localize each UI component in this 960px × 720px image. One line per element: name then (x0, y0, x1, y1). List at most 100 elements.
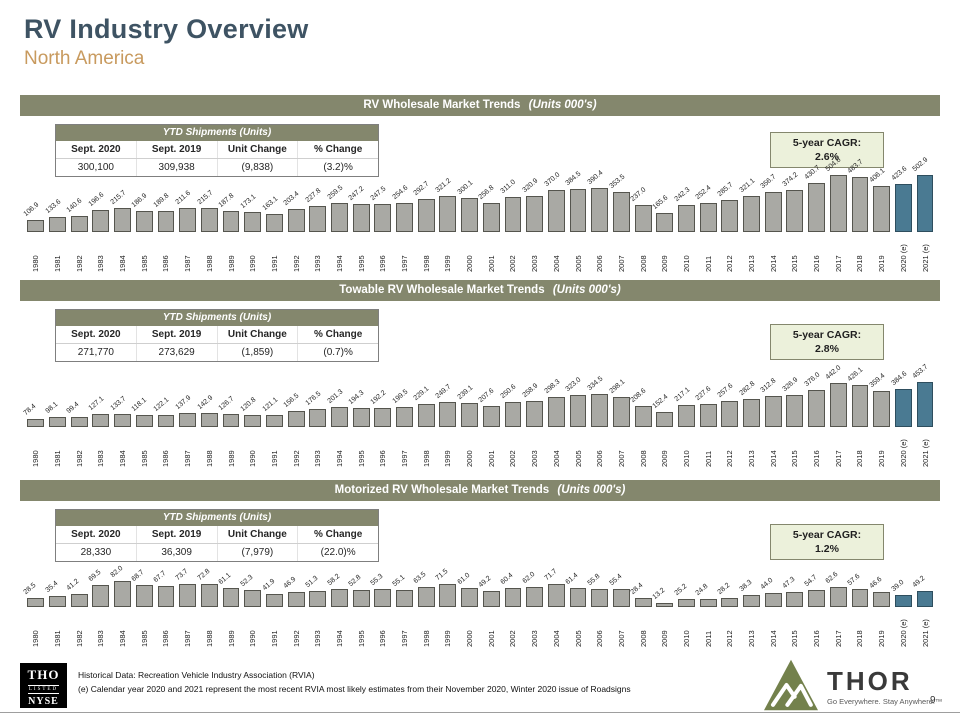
bar-value-label: 227.6 (694, 385, 713, 402)
bar (49, 596, 66, 607)
footnotes: Historical Data: Recreation Vehicle Indu… (78, 668, 631, 696)
x-axis-label: 1991 (269, 450, 279, 467)
bar-value-label: 133.6 (44, 198, 63, 215)
x-axis-label: 2005 (573, 450, 583, 467)
bar-column: 39.0 2020 (e) (890, 579, 915, 647)
x-axis-label: 1992 (291, 630, 301, 647)
x-axis-label: 2001 (486, 630, 496, 647)
bar-value-label: 72.8 (196, 567, 211, 582)
cagr-box-towable: 5-year CAGR: 2.8% (770, 324, 884, 361)
bar-value-label: 356.7 (759, 173, 778, 190)
section-motorized: Motorized RV Wholesale Market Trends (Un… (20, 480, 940, 656)
bar (721, 598, 739, 607)
x-axis-label: 2019 (877, 255, 887, 272)
table-cell: (3.2)% (297, 159, 378, 176)
bar-value-label: 384.5 (564, 170, 583, 187)
x-axis-label: 1987 (183, 450, 193, 467)
bar-column: 78.4 1980 (23, 403, 47, 467)
bar (504, 588, 522, 607)
bar (157, 586, 175, 607)
bar (200, 584, 218, 607)
bar (547, 397, 565, 427)
table-header-row: Sept. 2020 Sept. 2019 Unit Change % Chan… (56, 141, 378, 159)
x-axis-label: 1986 (161, 630, 171, 647)
bar-value-label: 258.9 (521, 382, 540, 399)
table-header-row: Sept. 2020 Sept. 2019 Unit Change % Chan… (56, 326, 378, 344)
bar-value-label: 126.7 (217, 395, 236, 412)
bar (157, 415, 175, 427)
bar (331, 407, 348, 427)
bar-column: 370.0 2004 (543, 171, 568, 272)
bar-value-label: 254.6 (391, 184, 410, 201)
bar-value-label: 247.5 (369, 185, 388, 202)
bar-value-label: 282.8 (738, 380, 757, 397)
nyse-exchange-label: NYSE (28, 696, 59, 707)
bar-column: 321.2 1999 (435, 177, 459, 272)
x-axis-label: 2015 (790, 255, 800, 272)
x-axis-label: 1983 (96, 450, 106, 467)
x-axis-label: 1986 (161, 255, 171, 272)
bar (612, 192, 630, 232)
bar (612, 589, 630, 607)
bar-value-label: 41.2 (65, 577, 81, 592)
x-axis-label: 1998 (421, 450, 431, 467)
cagr-box-rv: 5-year CAGR: 2.6% (770, 132, 884, 169)
bar (829, 587, 847, 607)
x-axis-label: 1999 (443, 630, 453, 647)
ytd-shipments-table-rv: YTD Shipments (Units) Sept. 2020 Sept. 2… (55, 124, 379, 177)
table-cell: 28,330 (80, 547, 112, 558)
x-axis-label: 1994 (334, 450, 344, 467)
bar-value-label: 118.1 (130, 396, 149, 413)
bar-column: 62.6 2017 (825, 571, 849, 647)
bar (179, 413, 197, 427)
bar-column: 71.7 2004 (543, 568, 568, 647)
x-axis-label: 2017 (833, 255, 843, 272)
bar-column: 502.9 2021 (e) (912, 156, 936, 272)
bar-value-label: 211.6 (174, 189, 192, 206)
bar-column: 68.7 1985 (131, 569, 155, 647)
bar-value-label: 152.4 (651, 393, 670, 410)
x-axis-label: 1994 (334, 630, 344, 647)
bar (504, 197, 522, 232)
bar-value-label: 323.0 (564, 376, 583, 393)
table-col-header: Sept. 2020 (71, 529, 121, 540)
bar (851, 177, 869, 232)
bar-value-label: 215.7 (109, 189, 128, 206)
thor-mountain-svg (764, 659, 818, 711)
bar (439, 196, 457, 232)
bar-column: 203.4 1992 (283, 190, 307, 272)
x-axis-label: 1995 (356, 630, 366, 647)
bar (461, 588, 479, 607)
bar-value-label: 321.2 (434, 177, 453, 194)
bar-column: 73.7 1987 (174, 568, 199, 647)
table-cell: (7,979) (216, 544, 298, 561)
bar (396, 590, 413, 607)
x-axis-label: 1995 (356, 255, 366, 272)
bar (547, 584, 565, 607)
x-axis-label: 2003 (530, 255, 540, 272)
x-axis-label: 1997 (400, 630, 410, 647)
bar-column: 152.4 2009 (651, 393, 676, 467)
table-value-row: 300,100 309,938 (9,838) (3.2)% (56, 159, 378, 176)
bar-value-label: 68.7 (130, 568, 146, 583)
bar (222, 414, 240, 427)
table-value-row: 271,770 273,629 (1,859) (0.7)% (56, 344, 378, 361)
x-axis-label: 2017 (833, 630, 843, 647)
bar-value-label: 384.6 (890, 370, 908, 387)
x-axis-label: 2008 (638, 630, 648, 647)
bar-value-label: 51.3 (304, 574, 320, 589)
bar-value-label: 54.7 (803, 573, 819, 588)
bar-column: 194.3 1995 (348, 389, 372, 467)
bar-value-label: 55.3 (369, 572, 385, 587)
bar (374, 204, 392, 232)
bar-value-label: 312.8 (759, 377, 778, 394)
x-axis-label: 2007 (616, 255, 626, 272)
cagr-value: 2.8% (815, 343, 839, 356)
footnote-source: Historical Data: Recreation Vehicle Indu… (78, 670, 315, 680)
cagr-value: 2.6% (815, 151, 839, 164)
bar-column: 217.1 2010 (673, 386, 698, 467)
bar-value-label: 49.2 (477, 574, 493, 589)
x-axis-label: 1986 (161, 450, 171, 467)
bar-value-label: 215.7 (196, 189, 214, 206)
section-header-motorized: Motorized RV Wholesale Market Trends (Un… (20, 480, 940, 501)
